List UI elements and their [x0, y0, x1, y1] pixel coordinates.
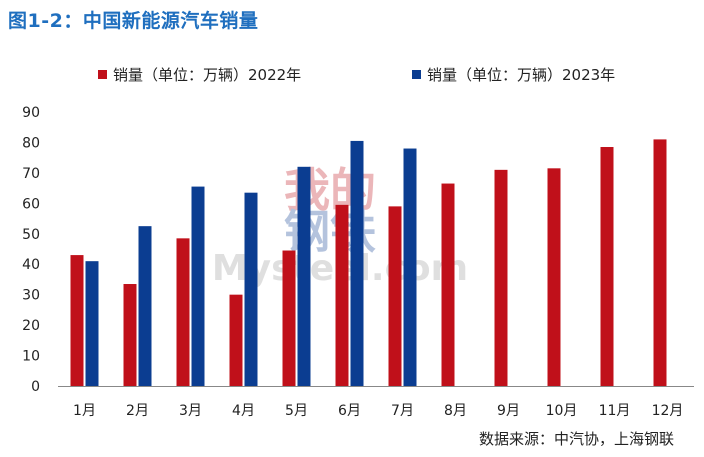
figure-title: 图1-2：中国新能源汽车销量	[8, 10, 259, 32]
bar-2022-3	[176, 238, 190, 386]
bar-2022-2	[123, 284, 137, 386]
legend-swatch-2022	[98, 70, 107, 79]
y-tick-label: 10	[22, 349, 40, 365]
legend-label-2022: 销量（单位：万辆）2022年	[113, 66, 302, 84]
legend-item-2022: 销量（单位：万辆）2022年	[98, 64, 301, 85]
legend-swatch-2023	[412, 70, 421, 79]
x-tick-label: 2月	[126, 403, 149, 419]
y-tick-label: 40	[22, 257, 40, 273]
bar-2023-3	[191, 186, 205, 386]
x-tick-label: 8月	[444, 403, 467, 419]
bar-2022-4	[229, 294, 243, 386]
bar-2023-5	[297, 166, 311, 386]
bar-2022-11	[600, 147, 614, 386]
x-tick-label: 4月	[232, 403, 255, 419]
legend-label-2023: 销量（单位：万辆）2023年	[427, 66, 616, 84]
y-axis-ticks: 0 10 20 30 40 50 60 70 80 90	[22, 105, 40, 395]
x-tick-label: 10月	[546, 403, 578, 419]
y-tick-label: 0	[31, 379, 40, 395]
bar-2023-4	[244, 192, 258, 386]
y-tick-label: 50	[22, 227, 40, 243]
y-tick-label: 90	[22, 105, 40, 121]
legend-item-2023: 销量（单位：万辆）2023年	[412, 64, 615, 85]
bar-2023-7	[403, 148, 417, 386]
x-tick-label: 7月	[391, 403, 414, 419]
bar-2022-8	[441, 183, 455, 386]
legend: 销量（单位：万辆）2022年 销量（单位：万辆）2023年	[0, 64, 704, 86]
x-tick-label: 6月	[338, 403, 361, 419]
bar-2023-2	[138, 226, 152, 386]
x-axis-ticks: 1月 2月 3月 4月 5月 6月 7月 8月 9月 10月 11月 12月	[73, 403, 683, 419]
y-tick-label: 20	[22, 318, 40, 334]
bar-2022-10	[547, 168, 561, 386]
x-tick-label: 1月	[73, 403, 96, 419]
y-tick-label: 80	[22, 135, 40, 151]
bars	[70, 139, 667, 386]
y-tick-label: 70	[22, 166, 40, 182]
bar-2022-9	[494, 169, 508, 386]
bar-2022-12	[653, 139, 667, 386]
x-tick-label: 9月	[497, 403, 520, 419]
source-note: 数据来源：中汽协，上海钢联	[478, 430, 674, 448]
bar-2023-6	[350, 140, 364, 386]
x-tick-label: 5月	[285, 403, 308, 419]
x-tick-label: 3月	[179, 403, 202, 419]
bar-2022-1	[70, 255, 84, 386]
x-tick-label: 12月	[652, 403, 684, 419]
y-tick-label: 60	[22, 196, 40, 212]
bar-2022-5	[282, 250, 296, 386]
x-tick-label: 11月	[599, 403, 631, 419]
bar-2022-6	[335, 204, 349, 386]
bar-2023-1	[85, 261, 99, 386]
bar-2022-7	[388, 206, 402, 386]
y-tick-label: 30	[22, 288, 40, 304]
